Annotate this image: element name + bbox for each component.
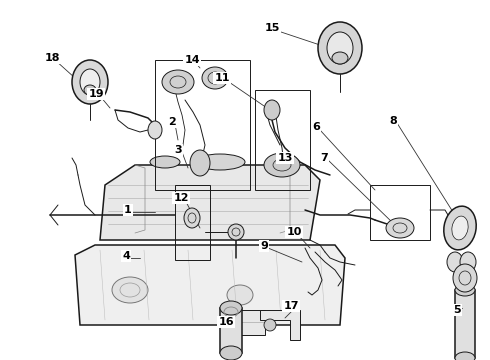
Ellipse shape [220, 301, 242, 315]
Ellipse shape [150, 156, 180, 168]
Ellipse shape [264, 319, 276, 331]
Text: 17: 17 [283, 301, 299, 311]
Text: 4: 4 [122, 251, 130, 261]
Polygon shape [260, 310, 300, 340]
Text: 18: 18 [44, 53, 60, 63]
Ellipse shape [455, 284, 475, 296]
Ellipse shape [264, 153, 300, 177]
Text: 15: 15 [264, 23, 280, 33]
Text: 8: 8 [389, 116, 397, 126]
Text: 11: 11 [214, 73, 230, 83]
Ellipse shape [444, 206, 476, 250]
Ellipse shape [195, 154, 245, 170]
Text: 2: 2 [168, 117, 176, 127]
Bar [220, 308, 242, 353]
Text: 10: 10 [286, 227, 302, 237]
Ellipse shape [228, 224, 244, 240]
Ellipse shape [162, 70, 194, 94]
Text: 7: 7 [320, 153, 328, 163]
Ellipse shape [318, 22, 362, 74]
Text: 19: 19 [88, 89, 104, 99]
Polygon shape [75, 245, 345, 325]
Bar [455, 290, 475, 358]
Text: 6: 6 [312, 122, 320, 132]
Bar [220, 310, 265, 335]
Text: 16: 16 [218, 317, 234, 327]
Ellipse shape [184, 208, 200, 228]
Ellipse shape [447, 252, 463, 272]
Text: 13: 13 [277, 153, 293, 163]
Ellipse shape [190, 150, 210, 176]
Ellipse shape [453, 264, 477, 292]
Text: 5: 5 [453, 305, 461, 315]
Ellipse shape [264, 100, 280, 120]
Ellipse shape [455, 352, 475, 360]
Ellipse shape [452, 216, 468, 240]
Ellipse shape [72, 60, 108, 104]
Text: 1: 1 [124, 205, 132, 215]
Bar [175, 185, 210, 260]
Bar [370, 185, 430, 240]
Ellipse shape [220, 346, 242, 360]
Ellipse shape [202, 67, 228, 89]
Ellipse shape [80, 69, 100, 95]
Ellipse shape [460, 252, 476, 272]
Ellipse shape [227, 285, 253, 305]
Text: 14: 14 [184, 55, 200, 65]
Polygon shape [100, 165, 320, 240]
Ellipse shape [84, 85, 96, 95]
Ellipse shape [227, 315, 237, 325]
Bar [155, 60, 250, 190]
Ellipse shape [327, 32, 353, 64]
Text: 3: 3 [174, 145, 182, 155]
Ellipse shape [332, 52, 348, 64]
Text: 12: 12 [173, 193, 189, 203]
Ellipse shape [112, 277, 148, 303]
Ellipse shape [386, 218, 414, 238]
Bar [255, 90, 310, 190]
Text: 9: 9 [260, 241, 268, 251]
Ellipse shape [148, 121, 162, 139]
